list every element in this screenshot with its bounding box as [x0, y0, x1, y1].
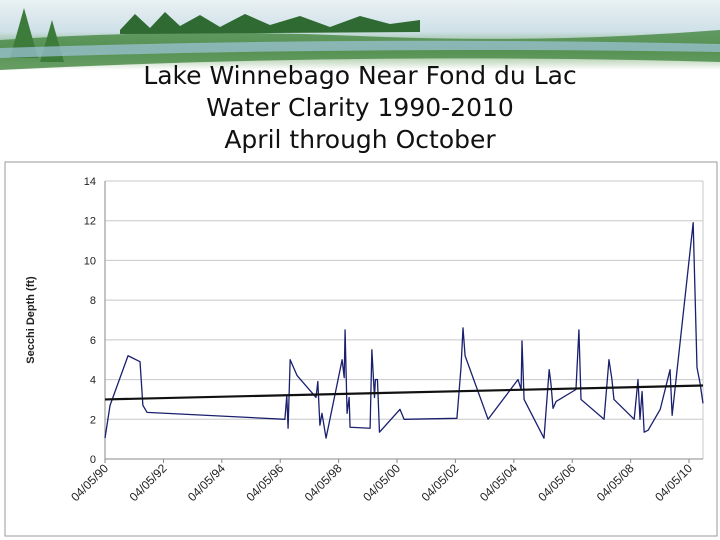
x-tick-label: 04/05/94: [185, 461, 228, 504]
y-tick-label: 8: [90, 295, 96, 307]
data-line: [104, 222, 704, 439]
title-line: Water Clarity 1990-2010: [206, 93, 514, 122]
title-line: April through October: [224, 125, 496, 154]
y-tick-label: 6: [90, 335, 96, 347]
x-tick-label: 04/05/02: [419, 461, 462, 504]
y-tick-label: 14: [84, 176, 96, 188]
chart-title: Lake Winnebago Near Fond du Lac Water Cl…: [0, 60, 720, 156]
title-line: Lake Winnebago Near Fond du Lac: [143, 61, 577, 90]
y-tick-label: 10: [84, 255, 96, 267]
y-tick-label: 12: [84, 216, 96, 228]
x-tick-label: 04/05/98: [302, 461, 345, 504]
x-tick-label: 04/05/90: [68, 461, 111, 504]
x-tick-label: 04/05/06: [535, 461, 578, 504]
y-tick-label: 4: [90, 375, 96, 387]
x-tick-label: 04/05/04: [477, 461, 520, 504]
x-tick-label: 04/05/00: [360, 461, 403, 504]
banner: [0, 0, 720, 70]
x-tick-label: 04/05/92: [127, 461, 170, 504]
x-tick-label: 04/05/08: [594, 461, 637, 504]
x-tick-label: 04/05/10: [652, 461, 695, 504]
y-tick-label: 0: [90, 454, 96, 466]
data-line: [104, 384, 704, 401]
y-axis-label: Secchi Depth (ft): [25, 276, 37, 364]
x-tick-label: 04/05/96: [243, 461, 286, 504]
y-tick-label: 2: [90, 414, 96, 426]
chart-frame: [4, 161, 718, 537]
